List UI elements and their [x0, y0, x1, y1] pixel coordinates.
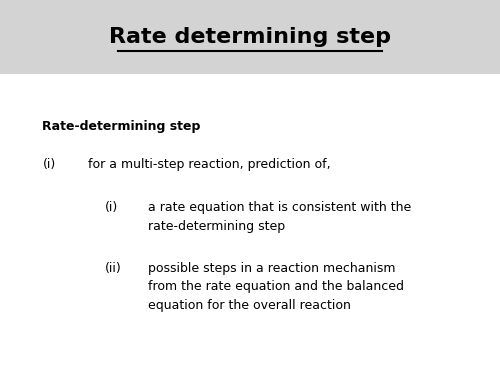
- Text: Rate determining step: Rate determining step: [109, 27, 391, 47]
- Text: possible steps in a reaction mechanism
from the rate equation and the balanced
e: possible steps in a reaction mechanism f…: [148, 262, 404, 312]
- Text: for a multi-step reaction, prediction of,: for a multi-step reaction, prediction of…: [88, 158, 330, 171]
- Text: Rate-determining step: Rate-determining step: [42, 120, 201, 133]
- Text: a rate equation that is consistent with the
rate-determining step: a rate equation that is consistent with …: [148, 201, 411, 233]
- Text: (i): (i): [42, 158, 56, 171]
- Text: (i): (i): [105, 201, 118, 214]
- Text: (ii): (ii): [105, 262, 122, 275]
